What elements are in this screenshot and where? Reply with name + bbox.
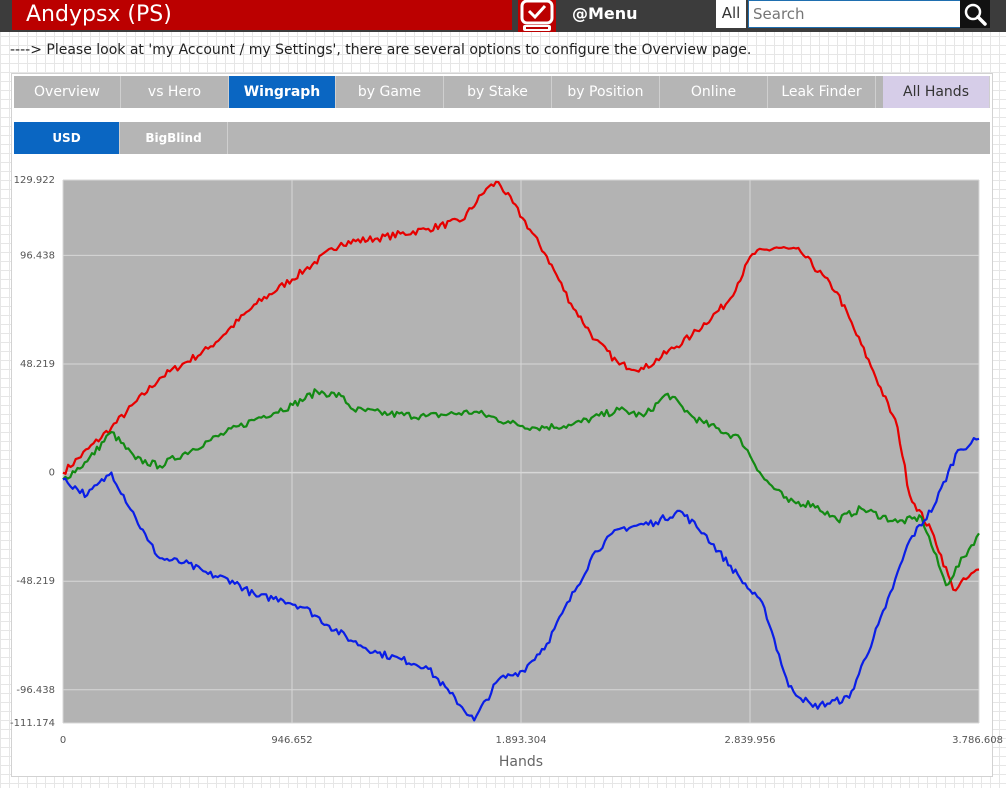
unit-tabs: USD BigBlind — [14, 122, 990, 154]
search-scope-select[interactable]: All — [716, 0, 746, 28]
x-axis-label: Hands — [499, 754, 543, 770]
y-tick-label: 96.438 — [20, 250, 55, 261]
y-tick-label: 48.219 — [20, 359, 55, 370]
y-tick-label: 129.922 — [14, 175, 55, 186]
y-tick-label: -111.174 — [10, 718, 55, 729]
search-input[interactable] — [748, 0, 966, 28]
x-tick-label: 2.839.956 — [725, 735, 776, 746]
tab-online[interactable]: Online — [660, 76, 768, 108]
menu-button[interactable]: @Menu — [572, 4, 638, 23]
series-red-line — [62, 180, 980, 592]
tab-by-game[interactable]: by Game — [336, 76, 444, 108]
axis-ticks: 129.922 96.438 48.219 0 -48.219 -96.438 -111.1… — [10, 175, 1003, 746]
tab-by-position[interactable]: by Position — [552, 76, 660, 108]
report-tabs: Overview vs Hero Wingraph by Game by Sta… — [14, 76, 990, 108]
tab-leak-finder[interactable]: Leak Finder — [768, 76, 876, 108]
tab-wingraph[interactable]: Wingraph — [229, 76, 336, 108]
x-tick-label: 946.652 — [271, 735, 312, 746]
series-blue-line — [62, 437, 980, 722]
site-title[interactable]: Andypsx (PS) — [26, 2, 172, 27]
series-lines — [62, 180, 980, 722]
y-tick-label: 0 — [49, 468, 55, 479]
grid-lines — [62, 179, 980, 724]
y-tick-label: -96.438 — [16, 685, 55, 696]
brand-bar: Andypsx (PS) — [12, 0, 512, 30]
tab-usd[interactable]: USD — [14, 122, 120, 154]
tab-overview[interactable]: Overview — [14, 76, 121, 108]
tab-bigblind[interactable]: BigBlind — [120, 122, 228, 154]
tab-by-stake[interactable]: by Stake — [444, 76, 552, 108]
x-tick-label: 3.786.608 — [952, 735, 1003, 746]
menu-logo-icon[interactable] — [518, 0, 556, 32]
top-bar: Andypsx (PS) @Menu All — [0, 0, 1006, 32]
settings-notice: ----> Please look at 'my Account / my Se… — [10, 42, 752, 58]
tab-all-hands[interactable]: All Hands — [883, 76, 990, 108]
x-tick-label: 1.893.304 — [496, 735, 547, 746]
tab-vs-hero[interactable]: vs Hero — [121, 76, 229, 108]
y-tick-label: -48.219 — [16, 576, 55, 587]
search-button[interactable] — [960, 0, 990, 28]
series-green-line — [62, 388, 980, 587]
x-tick-label: 0 — [60, 735, 66, 746]
search-icon — [964, 3, 987, 26]
